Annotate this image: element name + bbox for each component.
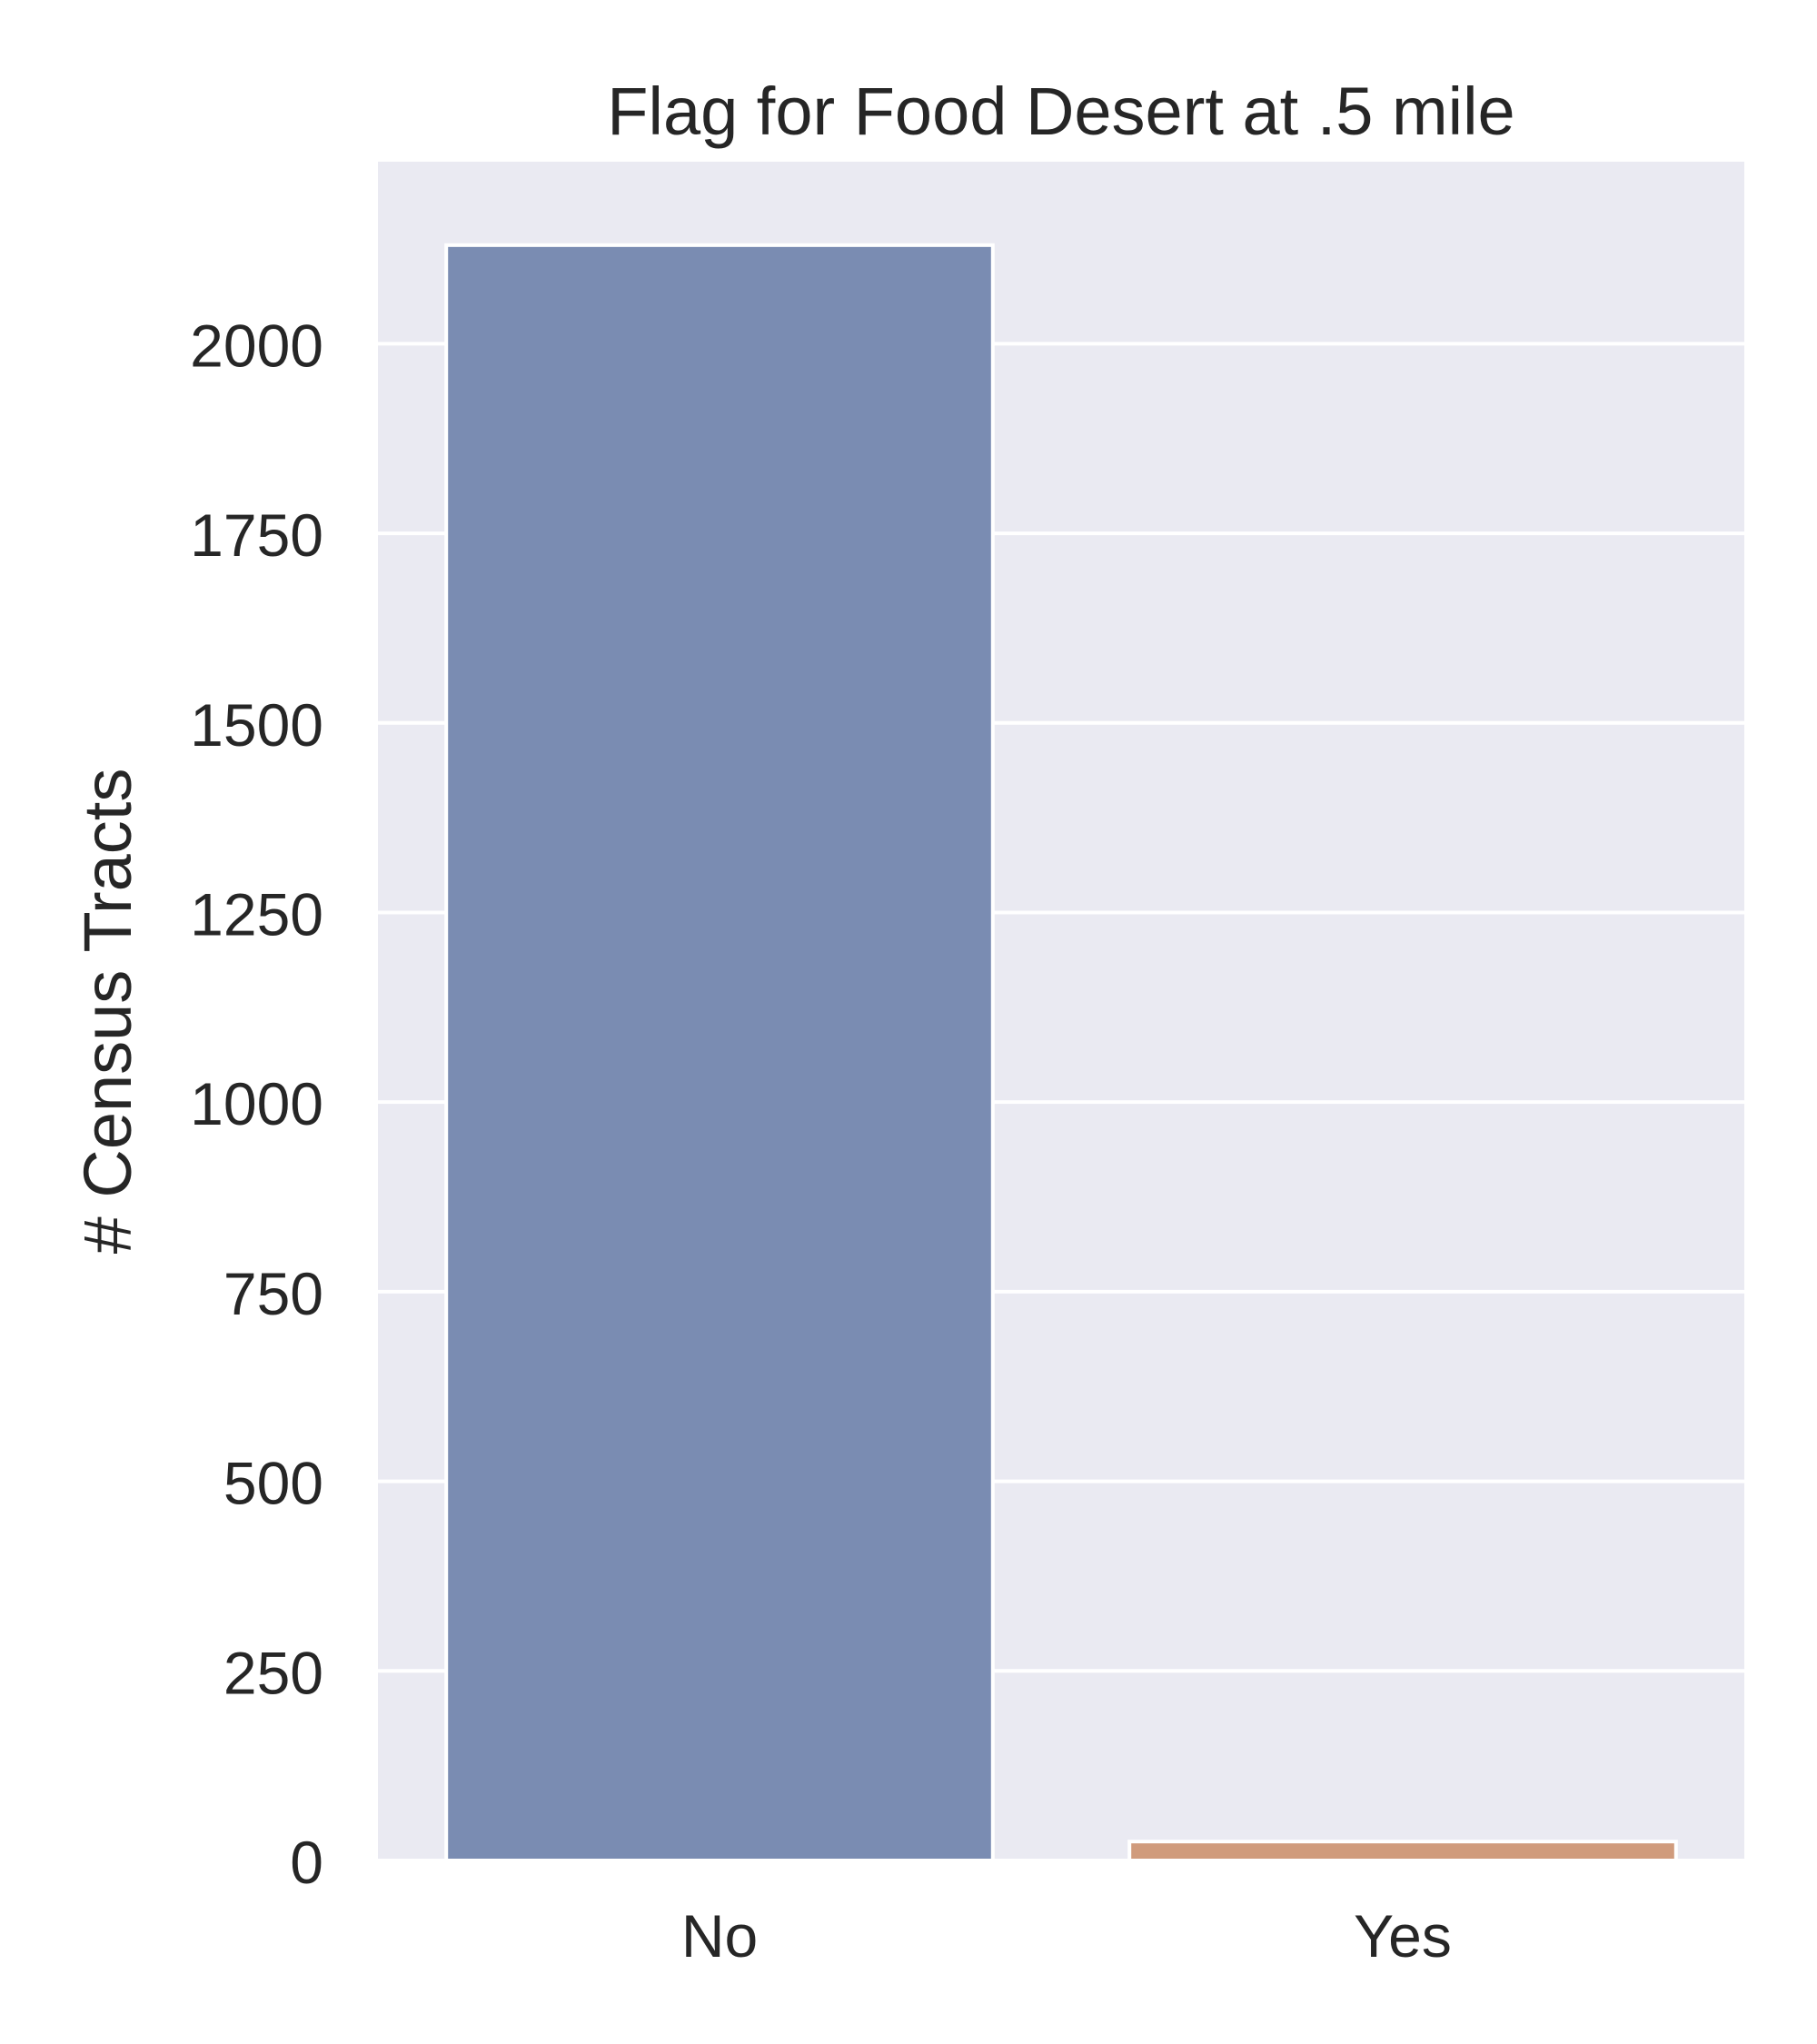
x-tick-label: Yes xyxy=(1354,1902,1452,1970)
y-tick-labels: 0 250 500 750 1000 1250 1500 1750 2000 xyxy=(190,312,323,1896)
y-tick-label: 2000 xyxy=(190,312,323,379)
y-tick-label: 1000 xyxy=(190,1070,323,1137)
y-tick-label: 500 xyxy=(223,1450,323,1517)
y-axis-label: # Census Tracts xyxy=(70,769,145,1255)
y-tick-label: 1500 xyxy=(190,691,323,759)
x-tick-labels: No Yes xyxy=(681,1902,1452,1970)
chart-title: Flag for Food Desert at .5 mile xyxy=(607,74,1514,149)
y-tick-label: 1750 xyxy=(190,501,323,569)
y-tick-label: 750 xyxy=(223,1260,323,1327)
bar-yes xyxy=(1127,1840,1678,1863)
y-tick-label: 0 xyxy=(290,1829,323,1896)
y-tick-label: 1250 xyxy=(190,880,323,948)
y-tick-label: 250 xyxy=(223,1639,323,1706)
bars xyxy=(444,243,1678,1863)
x-tick-label: No xyxy=(681,1902,758,1970)
bar-no xyxy=(444,243,995,1863)
